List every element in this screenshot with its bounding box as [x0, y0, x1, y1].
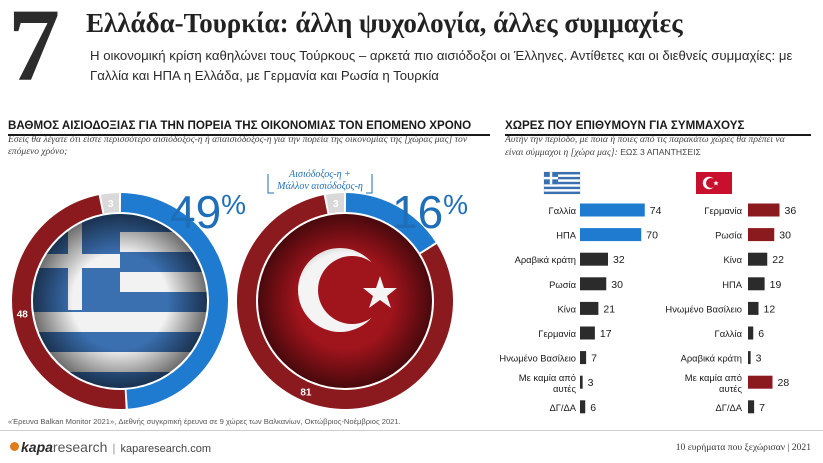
- allies-heading: ΧΩΡΕΣ ΠΟΥ ΕΠΙΘΥΜΟΥΝ ΓΙΑ ΣΥΜΜΑΧΟΥΣ: [505, 119, 745, 132]
- footer-caption: 10 ευρήματα που ξεχώρισαν | 2021: [675, 442, 811, 453]
- donut-label-dk-na: 3: [108, 199, 114, 210]
- bar-mark: [580, 326, 595, 340]
- bar-mark: [580, 400, 586, 414]
- bar-mark: [580, 375, 583, 389]
- bar-value-label: 3: [588, 377, 594, 389]
- bar-value-label: 17: [600, 328, 612, 340]
- optimism-section-header: ΒΑΘΜΟΣ ΑΙΣΙΟΔΟΞΙΑΣ ΓΙΑ ΤΗΝ ΠΟΡΕΙΑ ΤΗΣ ΟΙ…: [8, 119, 488, 158]
- bar-category-label: Κίνα: [724, 254, 743, 265]
- bar-mark: [748, 400, 755, 414]
- optimism-callout-line1: Αισιόδοξος-η +: [288, 169, 351, 180]
- bar-value-label: 7: [759, 402, 765, 414]
- donut-slice-optimistic: [120, 193, 228, 409]
- bar-value-label: 21: [603, 303, 615, 315]
- bar-category-label: ΔΓ/ΔΑ: [715, 402, 742, 413]
- donut-label-dk-na: 3: [333, 199, 339, 210]
- allies-note: ΕΩΣ 3 ΑΠΑΝΤΗΣΕΙΣ: [620, 147, 701, 157]
- donut-slice-dk-na: [100, 193, 120, 214]
- source-note: «Έρευνα Balkan Monitor 2021», Διεθνής συ…: [8, 417, 401, 426]
- bar-mark: [748, 277, 765, 291]
- donut-slice-dk-na: [325, 193, 345, 214]
- bar-mark: [748, 228, 775, 242]
- bar-mark: [580, 301, 599, 315]
- greece-optimism-percent: 49%: [170, 186, 246, 238]
- bar-category-label: Αραβικά κράτη: [681, 353, 742, 364]
- bar-mark: [580, 252, 608, 266]
- bar-value-label: 30: [779, 230, 791, 242]
- turkey-flag-icon: [696, 172, 732, 194]
- bar-value-label: 19: [770, 279, 782, 291]
- bar-category-label: Ρωσία: [715, 230, 742, 241]
- charts-canvas: 48 3 81 3 49% 16% Αισιόδοξος-η + Μάλλον αι…: [12, 169, 797, 414]
- bar-mark: [748, 252, 768, 266]
- bar-category-label: Αραβικά κράτη: [515, 254, 576, 265]
- page-title: Ελλάδα-Τουρκία: άλλη ψυχολογία, άλλες συ…: [86, 8, 683, 38]
- donut-label-pessimistic: 81: [300, 387, 312, 398]
- donut-slice-optimistic: [345, 193, 436, 253]
- bar-value-label: 36: [785, 205, 797, 217]
- page-subtitle: Η οικονομική κρίση καθηλώνει τους Τούρκο…: [90, 48, 793, 83]
- section-number: 7: [8, 0, 60, 103]
- bar-mark: [748, 351, 751, 365]
- donut-slice-pessimistic: [12, 195, 126, 409]
- greece-allies-bars: Γαλλία 74 ΗΠΑ 70 Αραβικά κράτη 32 Ρωσία 30 Κίνα 2…: [499, 203, 662, 414]
- bar-category-label: Γαλλία: [549, 205, 577, 216]
- website-link[interactable]: kaparesearch.com: [120, 443, 212, 455]
- optimism-callout-line2: Μάλλον αισιόδοξος-η: [276, 181, 363, 192]
- turkey-donut: 81 3: [236, 193, 453, 409]
- bar-value-label: 30: [611, 279, 623, 291]
- turkey-flag-photo: [258, 214, 432, 388]
- bar-category-label: Ηνωμένο Βασίλειο: [665, 303, 742, 314]
- kapa-research-logo: kaparesearch | kaparesearch.com: [10, 439, 211, 455]
- bar-value-label: 32: [613, 254, 625, 266]
- donut-label-pessimistic: 48: [17, 309, 29, 320]
- bar-value-label: 3: [756, 353, 762, 365]
- greece-flag-photo: [33, 214, 207, 388]
- callout-bracket-right: [366, 174, 373, 194]
- allies-rule: [505, 134, 811, 136]
- bar-category-label: Ρωσία: [549, 279, 576, 290]
- bar-value-label: 28: [778, 377, 790, 389]
- bar-category-label: Κίνα: [558, 303, 577, 314]
- bar-value-label: 74: [650, 205, 662, 217]
- bar-mark: [748, 326, 754, 340]
- logo-dot-icon: [10, 442, 19, 451]
- bar-mark: [580, 203, 645, 217]
- bar-value-label: 7: [591, 353, 597, 365]
- bar-value-label: 6: [758, 328, 764, 340]
- bar-category-label: αυτές: [553, 383, 576, 394]
- bar-category-label: Με καμία από: [685, 372, 742, 383]
- optimism-question: Εσείς θα λέγατε ότι είστε περισσότερο αι…: [8, 134, 468, 157]
- bar-mark: [748, 375, 773, 389]
- bar-value-label: 22: [772, 254, 784, 266]
- bar-category-label: ΗΠΑ: [722, 279, 743, 290]
- bar-category-label: αυτές: [719, 383, 742, 394]
- bar-mark: [748, 203, 780, 217]
- bar-mark: [580, 351, 587, 365]
- optimism-heading: ΒΑΘΜΟΣ ΑΙΣΙΟΔΟΞΙΑΣ ΓΙΑ ΤΗΝ ΠΟΡΕΙΑ ΤΗΣ ΟΙ…: [8, 119, 472, 132]
- allies-section-header: ΧΩΡΕΣ ΠΟΥ ΕΠΙΘΥΜΟΥΝ ΓΙΑ ΣΥΜΜΑΧΟΥΣ Αυτήν …: [505, 119, 815, 159]
- greece-flag-icon: [543, 171, 581, 195]
- bar-value-label: 70: [646, 230, 658, 242]
- greece-donut: 48 3: [12, 193, 228, 409]
- bar-mark: [748, 301, 759, 315]
- bar-category-label: Γαλλία: [715, 328, 743, 339]
- bar-category-label: Γερμανία: [538, 328, 576, 339]
- bar-category-label: ΗΠΑ: [556, 230, 577, 241]
- footer-divider: [0, 430, 823, 431]
- bar-category-label: Με καμία από: [519, 372, 576, 383]
- callout-bracket-left: [267, 174, 274, 194]
- turkey-optimism-percent: 16%: [392, 186, 468, 238]
- optimism-rule: [8, 134, 490, 136]
- bar-category-label: Ηνωμένο Βασίλειο: [499, 353, 576, 364]
- allies-question: Αυτήν την περίοδο, με ποια ή ποιες από τ…: [505, 134, 785, 158]
- bar-mark: [580, 228, 642, 242]
- bar-category-label: ΔΓ/ΔΑ: [549, 402, 576, 413]
- bar-value-label: 6: [590, 402, 596, 414]
- bar-category-label: Γερμανία: [704, 205, 742, 216]
- bar-value-label: 12: [764, 303, 776, 315]
- bar-mark: [580, 277, 607, 291]
